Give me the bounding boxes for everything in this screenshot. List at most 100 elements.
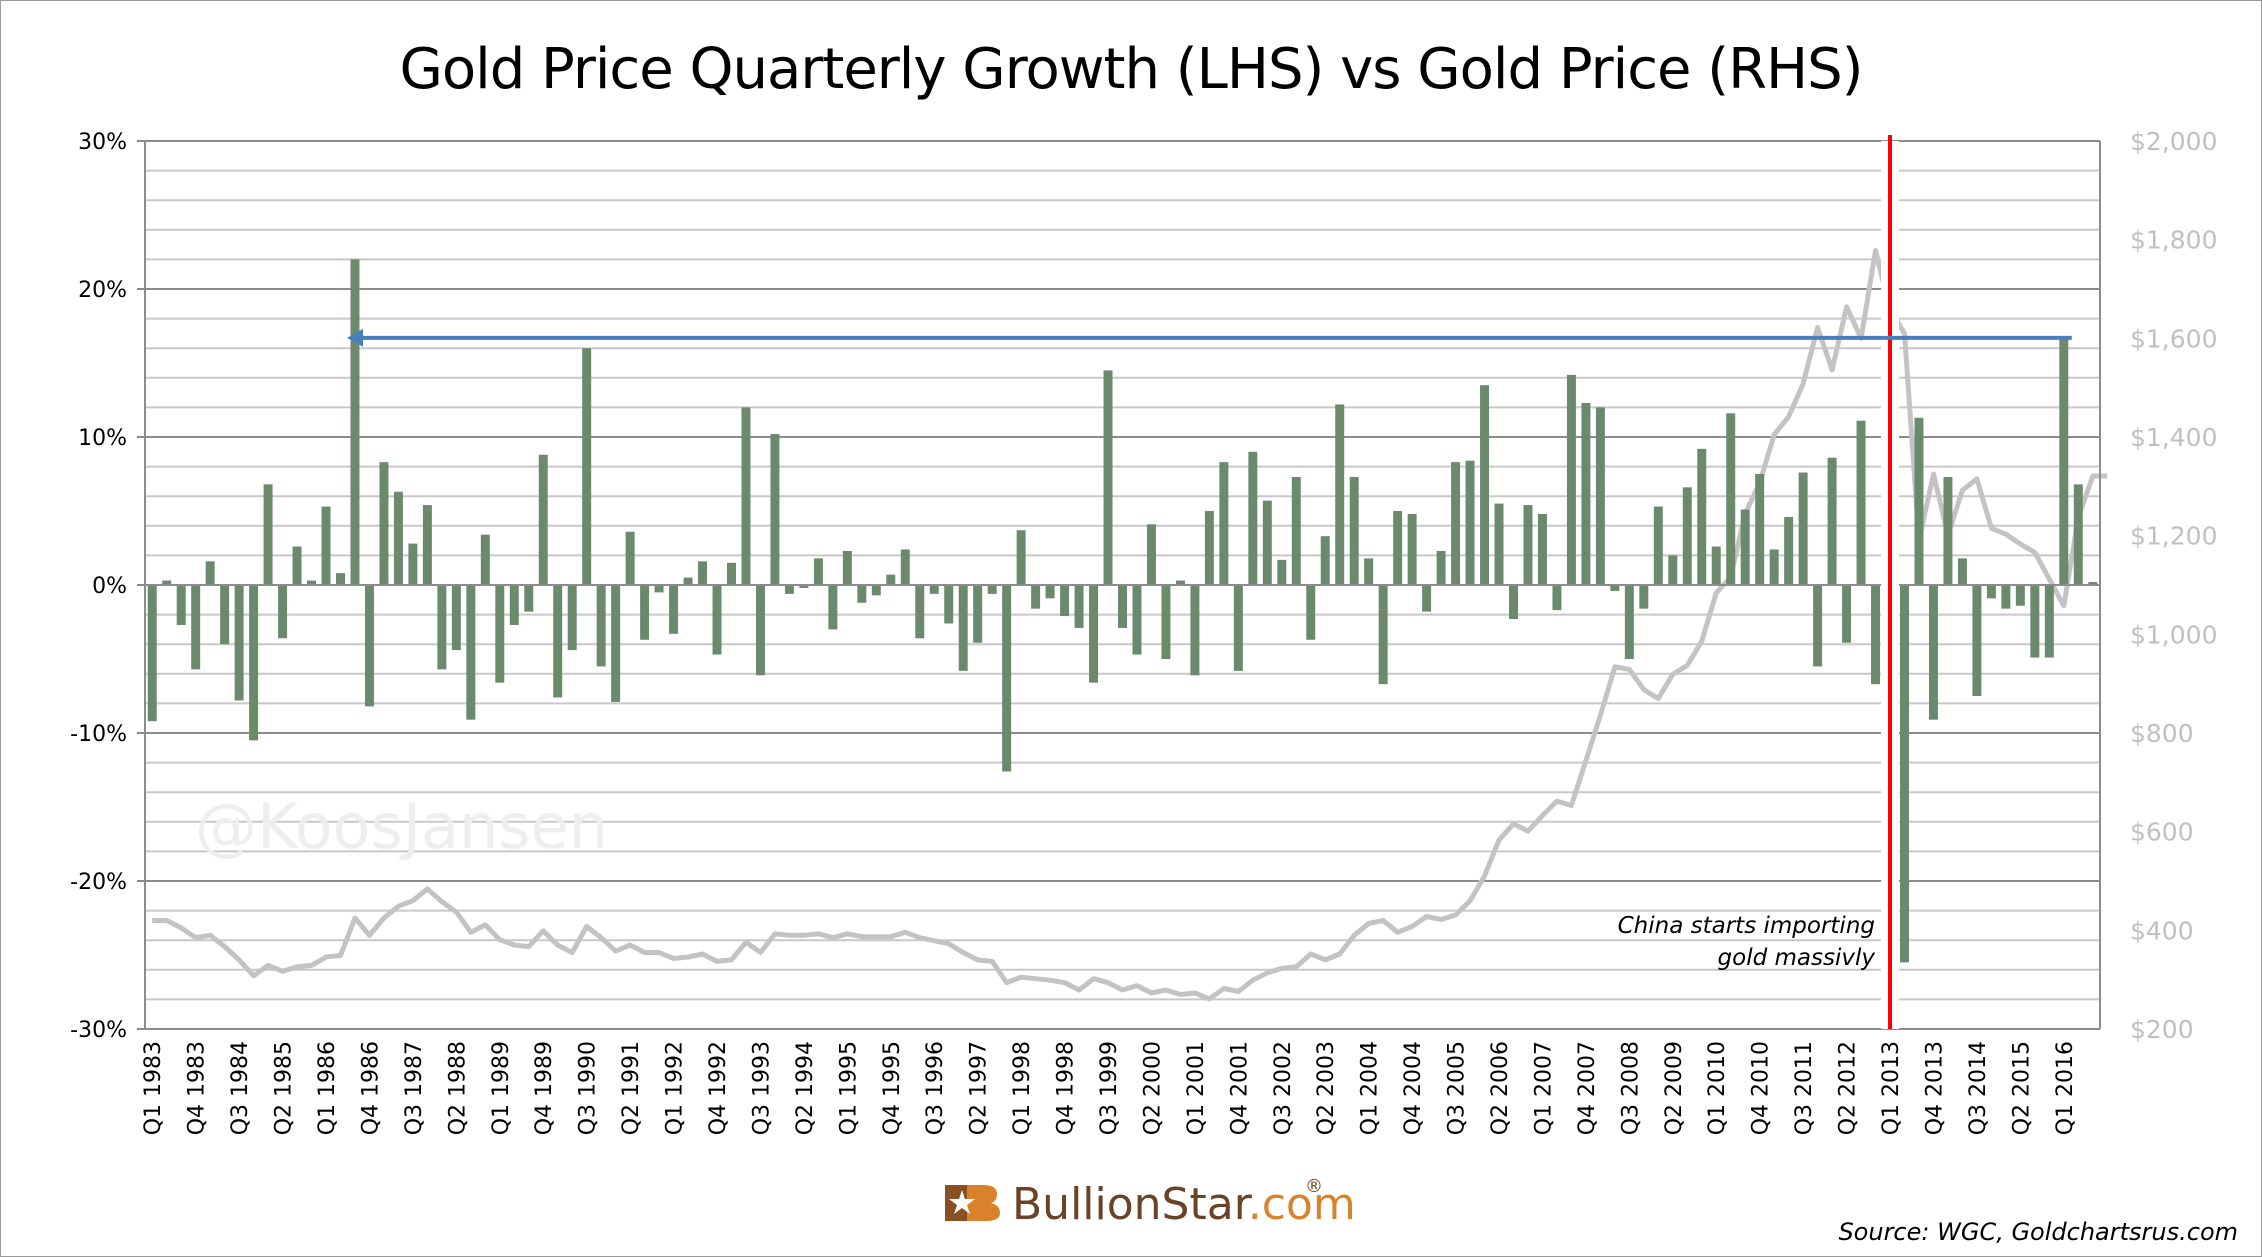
growth-bar	[1813, 585, 1823, 667]
right-axis-tick-label: $2,000	[2130, 127, 2217, 156]
growth-bar	[1523, 505, 1533, 585]
growth-bar	[828, 585, 838, 630]
growth-bar	[1349, 476, 1359, 585]
x-axis-tick-label: Q3 2011	[1792, 1041, 1817, 1135]
growth-bar	[1928, 585, 1938, 720]
right-axis-tick-label: $1,200	[2130, 522, 2217, 551]
x-axis-tick-label: Q1 2001	[1184, 1041, 1209, 1135]
x-axis-tick-label: Q1 2010	[1705, 1041, 1730, 1135]
growth-bar	[1610, 585, 1620, 591]
x-axis-tick-label: Q3 1987	[402, 1041, 427, 1135]
left-axis-tick-label: 20%	[78, 278, 127, 303]
x-axis-tick-label: Q1 1983	[141, 1041, 166, 1135]
x-axis-tick-label: Q4 2001	[1227, 1041, 1252, 1135]
x-axis-tick-label: Q1 2007	[1531, 1041, 1556, 1135]
growth-bar	[437, 585, 447, 670]
growth-bar	[249, 585, 259, 741]
growth-bar	[234, 585, 244, 701]
growth-bar	[1726, 413, 1736, 585]
growth-bar	[611, 585, 621, 702]
growth-bar	[1291, 476, 1301, 585]
growth-bar	[1118, 585, 1127, 628]
growth-bar	[278, 585, 288, 639]
growth-bar	[263, 484, 273, 585]
growth-bar	[2030, 585, 2040, 658]
growth-bar	[1943, 476, 1953, 585]
source-note: Source: WGC, Goldchartsrus.com	[1838, 1218, 2238, 1246]
growth-bar	[2073, 484, 2083, 585]
growth-bar	[886, 574, 896, 585]
right-axis-tick-label: $1,400	[2130, 423, 2217, 452]
right-axis-tick-label: $800	[2130, 719, 2194, 748]
growth-bar	[191, 585, 201, 670]
growth-bar	[857, 585, 867, 603]
growth-bar	[1711, 546, 1721, 585]
x-axis-tick-label: Q4 2004	[1401, 1041, 1426, 1135]
growth-bar	[1175, 580, 1185, 585]
growth-bar	[2015, 585, 2025, 606]
growth-bar	[1552, 585, 1562, 611]
x-axis-tick-label: Q2 1991	[619, 1041, 644, 1135]
left-axis-tick-label: -20%	[70, 870, 127, 895]
x-axis-tick-label: Q1 1995	[836, 1041, 861, 1135]
growth-bar	[1856, 420, 1866, 585]
growth-bar	[1335, 404, 1345, 585]
growth-bar	[871, 585, 881, 596]
growth-bar	[466, 585, 476, 720]
growth-bars-layer	[147, 259, 2098, 963]
growth-bar	[1031, 585, 1041, 609]
growth-bar	[654, 585, 664, 593]
growth-bar	[1798, 472, 1808, 585]
growth-bar	[2001, 585, 2011, 609]
bullionstar-logo: BullionStar.com ®	[945, 1176, 1356, 1230]
growth-bar	[1494, 503, 1504, 585]
x-axis-tick-label: Q1 1998	[1010, 1041, 1035, 1135]
registered-mark: ®	[1305, 1176, 1323, 1197]
growth-bar	[1060, 585, 1070, 617]
growth-bar	[509, 585, 519, 625]
growth-bar	[1204, 511, 1214, 585]
growth-bar	[1595, 407, 1605, 585]
growth-bar	[393, 491, 403, 585]
growth-bar	[1451, 462, 1461, 585]
growth-bar	[1682, 487, 1692, 585]
x-axis-tick-label: Q1 2004	[1358, 1041, 1383, 1135]
right-axis-tick-label: $1,600	[2130, 324, 2217, 353]
reference-arrow-head-icon	[346, 328, 363, 347]
growth-bar	[176, 585, 186, 625]
left-axis-tick-label: -30%	[70, 1018, 127, 1043]
growth-bar	[1045, 585, 1055, 599]
right-axis-tick-label: $600	[2130, 818, 2194, 847]
left-axis-tick-label: 0%	[92, 574, 127, 599]
growth-bar	[625, 531, 635, 585]
x-axis-tick-label: Q2 1985	[272, 1041, 297, 1135]
growth-bar	[1103, 370, 1113, 585]
growth-bar	[1581, 402, 1591, 585]
growth-bar	[1784, 516, 1794, 585]
x-axis-tick-label: Q4 1995	[880, 1041, 905, 1135]
growth-bar	[596, 585, 606, 667]
growth-bar	[1755, 474, 1765, 585]
x-axis-tick-label: Q4 1986	[358, 1041, 383, 1135]
growth-bar	[799, 585, 809, 588]
growth-bar	[944, 585, 954, 624]
growth-bar	[2088, 582, 2098, 585]
x-axis-tick-label: Q2 2009	[1662, 1041, 1687, 1135]
growth-bar	[1509, 585, 1518, 620]
x-axis-tick-label: Q2 2006	[1488, 1041, 1513, 1135]
growth-bar	[1740, 509, 1750, 585]
x-axis-tick-label: Q4 1989	[532, 1041, 557, 1135]
right-axis-ticks: $2,000 $1,800 $1,600 $1,400 $1,200 $1,000 $800…	[2130, 127, 2217, 1044]
growth-bar	[408, 543, 418, 585]
x-axis-tick-label: Q3 2002	[1271, 1041, 1296, 1135]
growth-bar	[1827, 457, 1837, 585]
growth-bar	[973, 585, 983, 643]
x-axis-tick-label: Q3 2008	[1618, 1041, 1643, 1135]
x-axis-tick-label: Q2 1994	[793, 1041, 818, 1135]
x-axis-tick-label: Q3 1984	[228, 1041, 253, 1135]
growth-bar	[784, 585, 794, 594]
growth-bar	[1871, 585, 1881, 685]
growth-bar	[524, 585, 534, 612]
growth-bar	[1465, 460, 1475, 585]
